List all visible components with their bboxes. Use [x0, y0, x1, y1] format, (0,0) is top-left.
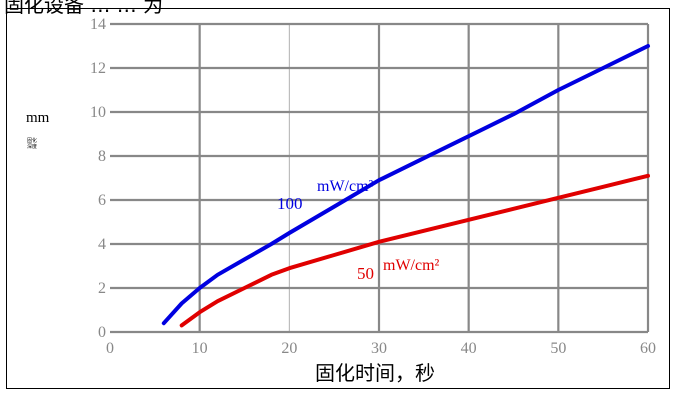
chart-annotations: 100 mW/cm² 50 mW/cm²	[277, 178, 440, 283]
series-label-unit: mW/cm²	[383, 257, 440, 274]
y-tick-label: 12	[90, 60, 106, 77]
chart-series	[161, 44, 650, 328]
y-tick-label: 6	[98, 192, 106, 209]
x-tick-label: 40	[461, 340, 477, 357]
x-tick-label: 30	[371, 340, 387, 357]
x-axis-label: 固化时间，秒	[315, 361, 435, 385]
y-tick-label: 0	[98, 324, 106, 341]
y-axis-label: mm	[26, 110, 50, 126]
y-tick-label: 10	[90, 104, 106, 121]
series-line-0	[161, 44, 650, 326]
chart-frame	[6, 8, 670, 389]
series-label-value: 100	[277, 194, 303, 213]
y-axis-sublabel: 固化深度	[27, 138, 38, 150]
y-tick-label: 8	[98, 148, 106, 165]
x-tick-label: 10	[192, 340, 208, 357]
chart-tick-labels: 0 2 4 6 8 10 12 14 0 10 20 30 40 50 60	[90, 16, 656, 357]
y-tick-label: 2	[98, 280, 106, 297]
series-line-1	[179, 173, 650, 328]
x-tick-label: 50	[550, 340, 566, 357]
series-label-unit: mW/cm²	[317, 178, 374, 195]
y-tick-label: 4	[98, 236, 106, 253]
x-tick-label: 60	[640, 340, 656, 357]
y-tick-label: 14	[90, 16, 106, 33]
x-tick-label: 20	[281, 340, 297, 357]
series-label-value: 50	[357, 264, 374, 283]
x-tick-label: 0	[106, 340, 114, 357]
